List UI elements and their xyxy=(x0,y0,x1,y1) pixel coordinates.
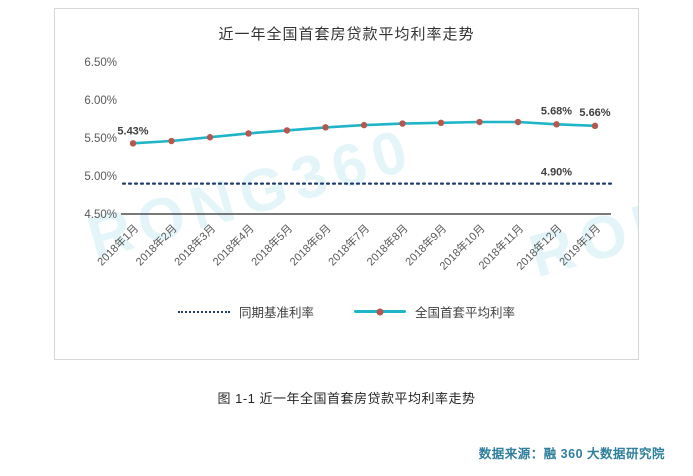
data-label: 4.90% xyxy=(541,167,572,179)
data-point-marker xyxy=(476,118,483,126)
data-point-marker xyxy=(322,124,329,131)
x-tick-label: 2019年1月 xyxy=(556,221,603,268)
data-point-marker xyxy=(553,121,560,128)
data-point-marker xyxy=(206,134,214,141)
data-point-marker xyxy=(360,121,368,129)
data-source: 数据来源：融 360 大数据研究院 xyxy=(478,447,665,461)
legend-item-benchmark: 同期基准利率 xyxy=(177,302,314,321)
y-tick-label: 6.50% xyxy=(84,57,117,69)
data-point-marker xyxy=(399,120,406,127)
chart-legend: 同期基准利率 全国首套平均利率 xyxy=(177,302,515,321)
y-tick-label: 4.50% xyxy=(84,209,117,221)
data-point-marker xyxy=(591,122,599,130)
legend-label: 全国首套平均利率 xyxy=(415,306,516,320)
data-point-marker xyxy=(168,137,175,145)
y-tick-label: 5.00% xyxy=(84,171,117,183)
figure-caption: 图 1-1 近一年全国首套房贷款平均利率走势 xyxy=(217,391,476,406)
y-tick-label: 5.50% xyxy=(84,133,117,145)
data-point-marker xyxy=(283,127,291,134)
data-label: 5.68% xyxy=(541,105,572,117)
rate-trend-chart: 4.50%5.00%5.50%6.00%6.50%2018年1月2018年2月2… xyxy=(84,57,613,273)
legend-item-average-rate: 全国首套平均利率 xyxy=(354,302,515,321)
chart-panel: RONG360 RONG360 近一年全国首套房贷款平均利率走势 4.50% 5.… xyxy=(54,8,639,360)
line-marker-swatch xyxy=(354,310,406,313)
y-tick-label: 6.00% xyxy=(84,95,117,107)
dotted-line-swatch xyxy=(177,310,230,313)
legend-label: 同期基准利率 xyxy=(238,306,314,320)
data-label: 5.43% xyxy=(117,125,148,137)
data-point-marker xyxy=(514,118,522,126)
data-point-marker xyxy=(245,130,252,137)
data-point-marker xyxy=(129,140,137,147)
data-label: 5.66% xyxy=(579,107,610,119)
data-point-marker xyxy=(437,119,445,127)
chart-title: 近一年全国首套房贷款平均利率走势 xyxy=(218,26,475,43)
